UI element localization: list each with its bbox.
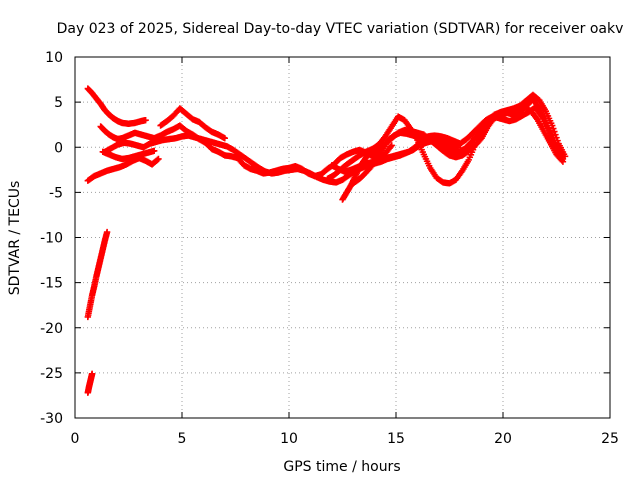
series-track-d: [84, 154, 162, 184]
x-axis-label: GPS time / hours: [283, 459, 400, 475]
y-tick-label: -30: [40, 411, 63, 427]
series-track-m: [339, 145, 385, 203]
y-tick-label: -25: [40, 366, 63, 382]
chart-title: Day 023 of 2025, Sidereal Day-to-day VTE…: [57, 21, 624, 37]
y-tick-label: 0: [54, 140, 63, 156]
y-tick-label: -10: [40, 231, 63, 247]
x-tick-label: 20: [494, 431, 512, 447]
data-point: [552, 131, 559, 138]
series-track-g: [84, 228, 111, 321]
series-track-a: [84, 85, 149, 127]
data-point: [142, 116, 149, 124]
x-tick-label: 25: [601, 431, 619, 447]
plot-frame: [74, 56, 611, 419]
data-point: [103, 228, 111, 236]
x-tick-label: 5: [178, 431, 187, 447]
data-point: [557, 149, 564, 156]
y-tick-label: 10: [45, 50, 63, 66]
axis-ticks: 0 5 10 15 20 25 -30 -25 -20 -15 -10 -5 0 5 10: [40, 50, 619, 447]
y-tick-label: -20: [40, 321, 63, 337]
x-tick-label: 10: [280, 431, 298, 447]
y-tick-label: 5: [54, 95, 63, 111]
data-point: [388, 142, 395, 149]
data-point: [377, 154, 385, 162]
data-point: [155, 155, 162, 163]
data-point: [551, 128, 558, 135]
series-track-f: [157, 105, 228, 142]
series-track-h: [84, 370, 96, 396]
data-points: [84, 85, 569, 396]
data-point: [559, 155, 567, 163]
data-point: [150, 147, 158, 155]
y-tick-label: -5: [49, 185, 63, 201]
x-tick-label: 15: [387, 431, 405, 447]
series-track-e: [99, 147, 158, 163]
y-tick-label: -15: [40, 276, 63, 292]
data-point: [88, 370, 96, 377]
y-axis-label: SDTVAR / TECUs: [7, 181, 23, 296]
x-tick-label: 0: [71, 431, 80, 447]
data-point: [221, 135, 228, 142]
series-track-l: [371, 104, 564, 156]
data-point: [154, 156, 161, 164]
